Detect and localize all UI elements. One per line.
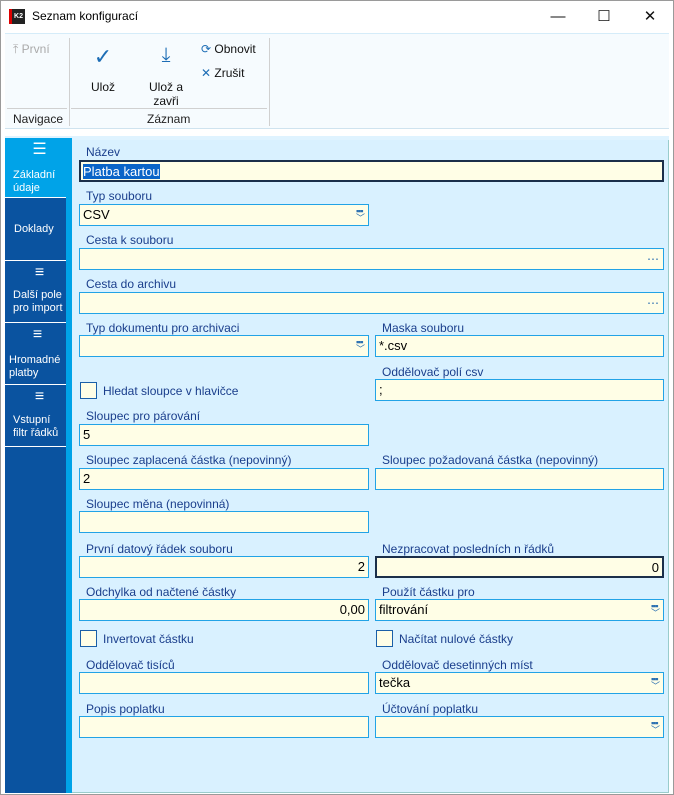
tab-strip [5, 136, 669, 140]
prvni-radek-input[interactable]: 2 [79, 556, 369, 578]
popis-poplatku-input[interactable] [79, 716, 369, 738]
cesta-do-archivu-label: Cesta do archivu [86, 277, 177, 291]
prvni-radek-label: První datový řádek souboru [86, 542, 233, 556]
uctovani-poplatku-label: Účtování poplatku [382, 702, 479, 716]
dropdown-icon: ▪▪▪ ﹀ [355, 206, 365, 223]
sloupec-zaplacena-input[interactable]: 2 [79, 468, 369, 490]
lines-icon: ≡ [34, 264, 45, 281]
divider [69, 38, 70, 126]
popis-poplatku-label: Popis poplatku [86, 702, 165, 716]
invertovat-label: Invertovat částku [103, 632, 194, 646]
sidebar-item-vstupni-filtr[interactable]: ≡ Vstupní filtr řádků [5, 385, 66, 447]
lines-icon: ≡ [32, 326, 43, 343]
title-bar: K2 Seznam konfigurací — ☐ ✕ [1, 1, 673, 32]
invertovat-checkbox[interactable] [80, 630, 97, 647]
divider [7, 108, 67, 109]
cesta-do-archivu-input[interactable]: ⋯ [79, 292, 664, 314]
group-label-navigace: Navigace [13, 112, 64, 126]
sidebar-item-doklady[interactable]: Doklady [5, 198, 66, 261]
oddelovac-desetinnych-label: Oddělovač desetinných míst [382, 658, 533, 672]
maska-souboru-label: Maska souboru [382, 321, 465, 335]
hledat-sloupce-label: Hledat sloupce v hlavičce [103, 384, 239, 398]
oddelovac-poli-input[interactable]: ; [375, 379, 664, 401]
oddelovac-poli-label: Oddělovač polí csv [382, 365, 484, 379]
save-close-button[interactable]: ⤓ Ulož a zavři [141, 44, 191, 108]
sloupec-parovani-label: Sloupec pro párování [86, 409, 201, 423]
list-icon: ☰ [32, 141, 47, 158]
nacitat-nulove-checkbox[interactable] [376, 630, 393, 647]
oddelovac-tisicu-label: Oddělovač tisíců [86, 658, 175, 672]
nazev-label: Název [86, 145, 121, 159]
pouzit-castku-label: Použít částku pro [382, 585, 475, 599]
divider [71, 108, 267, 109]
x-icon: ✕ [201, 66, 212, 80]
sidebar-item-zakladni-udaje[interactable]: ☰ Základní údaje [5, 138, 66, 198]
first-button[interactable]: ⤒ První [13, 42, 50, 56]
typ-souboru-select[interactable]: CSV ▪▪▪ ﹀ [79, 204, 369, 226]
nezpracovat-input[interactable]: 0 [375, 556, 664, 578]
window-title: Seznam konfigurací [32, 9, 139, 23]
maska-souboru-input[interactable]: *.csv [375, 335, 664, 357]
cancel-button[interactable]: ✕ Zrušit [201, 66, 245, 80]
typ-dokumentu-label: Typ dokumentu pro archivaci [86, 321, 240, 335]
group-label-zaznam: Záznam [147, 112, 191, 126]
maximize-button[interactable]: ☐ [597, 8, 611, 25]
dropdown-icon: ▪▪▪ ﹀ [355, 337, 365, 354]
refresh-icon: ⟳ [201, 42, 212, 56]
k2-logo: K2 [9, 9, 25, 24]
browse-icon[interactable]: ⋯ [647, 296, 659, 310]
oddelovac-desetinnych-select[interactable]: tečka ▪▪▪ ﹀ [375, 672, 664, 694]
refresh-button[interactable]: ⟳ Obnovit [201, 42, 256, 56]
dropdown-icon: ▪▪▪ ﹀ [650, 601, 660, 618]
sidebar [5, 138, 66, 793]
ribbon: ⤒ První Navigace ✓ Ulož ⤓ Ulož a zavři ⟳… [5, 33, 669, 129]
typ-dokumentu-select[interactable]: ▪▪▪ ﹀ [79, 335, 369, 357]
sloupec-parovani-input[interactable]: 5 [79, 424, 369, 446]
sloupec-mena-label: Sloupec měna (nepovinná) [86, 497, 230, 511]
sidebar-item-dalsi-pole[interactable]: ≡ Další pole pro import [5, 261, 66, 323]
odchylka-input[interactable]: 0,00 [79, 599, 369, 621]
uctovani-poplatku-select[interactable]: ▪▪▪ ﹀ [375, 716, 664, 738]
nacitat-nulove-label: Načítat nulové částky [399, 632, 514, 646]
divider [269, 38, 270, 126]
sloupec-mena-input[interactable] [79, 511, 369, 533]
nazev-input[interactable]: Platba kartou [79, 160, 664, 182]
nezpracovat-label: Nezpracovat posledních n řádků [382, 542, 555, 556]
odchylka-label: Odchylka od načtené částky [86, 585, 237, 599]
sloupec-pozadovana-label: Sloupec požadovaná částka (nepovinný) [382, 453, 599, 467]
checkmark-icon: ✓ [93, 44, 113, 69]
typ-souboru-label: Typ souboru [86, 189, 153, 203]
cesta-k-souboru-input[interactable]: ⋯ [79, 248, 664, 270]
sloupec-zaplacena-label: Sloupec zaplacená částka (nepovinný) [86, 453, 292, 467]
oddelovac-tisicu-input[interactable] [79, 672, 369, 694]
minimize-button[interactable]: — [550, 8, 566, 25]
sloupec-pozadovana-input[interactable] [375, 468, 664, 490]
lines-icon: ≡ [34, 388, 45, 405]
sidebar-item-hromadne-platby[interactable]: ≡ Hromadné platby [5, 323, 66, 385]
hledat-sloupce-checkbox[interactable] [80, 382, 97, 399]
browse-icon[interactable]: ⋯ [647, 252, 659, 266]
pouzit-castku-select[interactable]: filtrování ▪▪▪ ﹀ [375, 599, 664, 621]
cesta-k-souboru-label: Cesta k souboru [86, 233, 174, 247]
sidebar-edge [66, 138, 72, 793]
save-button[interactable]: ✓ Ulož [85, 44, 121, 94]
save-close-icon: ⤓ [161, 44, 171, 66]
dropdown-icon: ▪▪▪ ﹀ [650, 718, 660, 735]
close-button[interactable]: ✕ [643, 8, 657, 25]
dropdown-icon: ▪▪▪ ﹀ [650, 674, 660, 691]
arrow-up-to-line-icon: ⤒ [13, 42, 19, 56]
